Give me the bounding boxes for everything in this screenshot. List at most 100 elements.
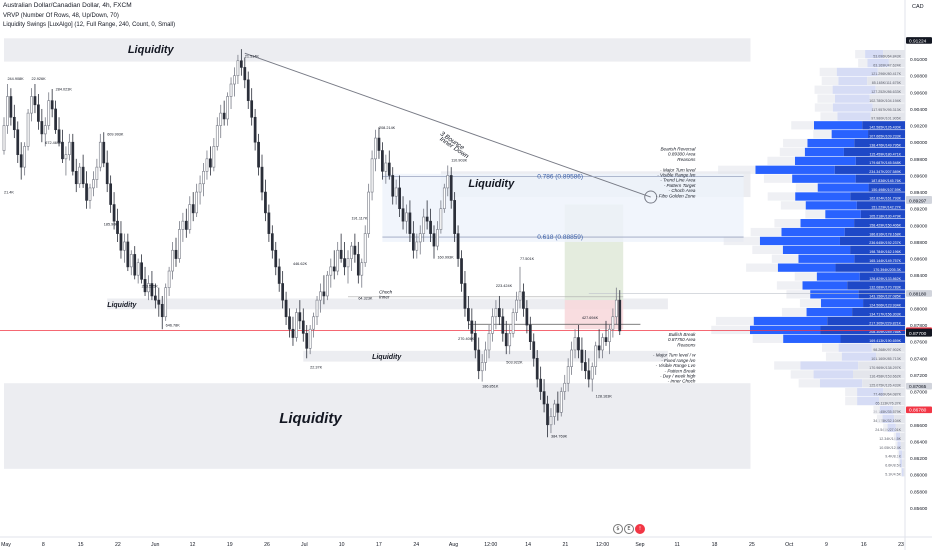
candle-body bbox=[178, 229, 181, 259]
candle-body bbox=[57, 129, 61, 143]
candle-body bbox=[322, 291, 326, 297]
candle-body bbox=[346, 258, 350, 268]
candle-body bbox=[78, 166, 82, 185]
volume-bar-down bbox=[887, 423, 896, 432]
candle-body bbox=[384, 162, 388, 172]
volume-bar-label: 179.687K/145.548K bbox=[869, 161, 901, 165]
volume-bar-up bbox=[854, 254, 905, 263]
price-axis[interactable]: 0.91000 0.90800 0.90600 0.90400 0.90200 0.900… bbox=[906, 37, 932, 512]
price-marker-label: 0.91224 bbox=[909, 38, 927, 44]
annotation-text: 0.87750 Area bbox=[668, 337, 696, 342]
annotation-text: - Trend Line Area bbox=[660, 178, 696, 183]
price-axis-tick: 0.89400 bbox=[910, 190, 928, 196]
volume-bar-ghost bbox=[750, 227, 782, 237]
calendar-event-icon[interactable]: $ bbox=[613, 524, 623, 534]
candle-body bbox=[85, 183, 88, 201]
price-marker-label: 0.87065 bbox=[909, 384, 927, 390]
candle-body bbox=[246, 79, 250, 101]
price-axis-tick: 0.86400 bbox=[910, 439, 928, 445]
volume-bar-up bbox=[892, 405, 905, 415]
volume-bar-down bbox=[836, 67, 878, 77]
time-axis-tick: 10 bbox=[339, 542, 345, 548]
candle-body bbox=[360, 262, 364, 276]
liquidity-label: Liquidity bbox=[468, 178, 515, 190]
candle-body bbox=[315, 299, 319, 318]
candle-body bbox=[391, 175, 395, 197]
candle-body bbox=[522, 291, 525, 309]
price-axis-tick: 0.89800 bbox=[910, 157, 928, 163]
volume-bar-label: 107.665K/109.233K bbox=[869, 134, 901, 138]
candle-body bbox=[614, 299, 618, 318]
volume-bar-label: 187.836K/145.76K bbox=[871, 179, 901, 183]
volume-bar-ghost bbox=[898, 459, 900, 468]
fib-786-label: 0.786 (0.89586) bbox=[537, 174, 583, 181]
candle-body bbox=[401, 208, 405, 222]
volume-bar-up bbox=[858, 361, 905, 370]
candle-body bbox=[343, 258, 346, 268]
candle-body bbox=[54, 108, 57, 131]
price-axis-tick: 0.85600 bbox=[910, 506, 928, 512]
volume-bar-ghost bbox=[876, 414, 883, 424]
time-axis-tick: 19 bbox=[227, 542, 233, 548]
volume-bar-ghost bbox=[781, 307, 807, 317]
time-axis-tick: Jul bbox=[301, 542, 308, 548]
volume-bar-label: 98.268K/97.902K bbox=[873, 348, 901, 352]
price-marker-label: 0.86780 bbox=[909, 408, 927, 414]
price-axis-tick: 0.85800 bbox=[910, 489, 928, 495]
candle-body bbox=[33, 96, 37, 106]
volume-bar-up bbox=[877, 67, 905, 77]
volume-bar-down bbox=[825, 210, 861, 219]
time-axis[interactable]: May 8 15 22 Jun 12 19 26 Jul 10 17 24 Aug 12:00 14 21 12… bbox=[1, 542, 904, 548]
volume-bar-label: 138.476K/149.795K bbox=[869, 143, 901, 147]
candle-body bbox=[40, 121, 44, 135]
candle-body bbox=[19, 154, 23, 168]
candle-body bbox=[446, 175, 450, 189]
time-axis-tick: 12:00 bbox=[484, 542, 497, 548]
candle-body bbox=[580, 349, 584, 363]
candle-body bbox=[209, 158, 212, 168]
volume-bar-label: 217.305K/229.821K bbox=[869, 321, 901, 325]
volume-bar-down bbox=[838, 343, 872, 352]
candle-body bbox=[460, 258, 463, 284]
candle-body bbox=[295, 312, 298, 338]
candle-body bbox=[518, 291, 522, 301]
volume-bar-up bbox=[870, 112, 905, 121]
swing-volume-label: 77.501K bbox=[520, 257, 535, 261]
time-axis-tick: 25 bbox=[749, 542, 755, 548]
candle-body bbox=[233, 75, 236, 85]
volume-bar-label: 132.089K/170.783K bbox=[869, 286, 901, 290]
volume-bar-label: 150.498K/107.59K bbox=[871, 188, 901, 192]
volume-bar-down bbox=[841, 352, 877, 361]
candle-body bbox=[436, 229, 439, 247]
indicator-liquidity-swings[interactable]: Liquidity Swings [LuxAlgo] (12, Full Ran… bbox=[3, 22, 176, 28]
candle-body bbox=[212, 146, 216, 168]
candle-body bbox=[553, 403, 556, 417]
swing-volume-label: 128.163K bbox=[596, 394, 613, 398]
dividend-event-icon[interactable]: E bbox=[624, 524, 634, 534]
volume-bar-up bbox=[875, 85, 905, 94]
currency-label[interactable]: CAD bbox=[912, 4, 924, 10]
volume-bar-label: 169.413K/190.659K bbox=[869, 339, 901, 343]
volume-bar-label: 34.175K/32.104K bbox=[873, 419, 901, 423]
flag-event-icon[interactable]: ! bbox=[635, 524, 645, 534]
price-marker-badge bbox=[906, 406, 932, 414]
choch-label: Choch bbox=[379, 289, 393, 294]
volume-bar-label: 125.075K/126.433K bbox=[869, 384, 901, 388]
candle-body bbox=[484, 349, 487, 363]
candle-body bbox=[539, 378, 543, 392]
candle-body bbox=[542, 391, 546, 405]
candle-body bbox=[9, 96, 13, 118]
volume-bar-down bbox=[857, 396, 880, 406]
indicator-vrvp[interactable]: VRVP (Number Of Rows, 48, Up/Down, 70) bbox=[3, 13, 119, 19]
candle-body bbox=[23, 146, 27, 168]
volume-bar-label: 53.096K/64.843K bbox=[873, 54, 901, 58]
volume-bar-label: 63.169K/47.624K bbox=[873, 63, 901, 67]
swing-volume-label: 21.514K bbox=[245, 54, 260, 58]
volume-bar-label: 6.6K/8.5K bbox=[885, 464, 901, 468]
volume-bar-down bbox=[753, 316, 828, 326]
volume-bar-ghost bbox=[817, 94, 835, 103]
volume-bar-down bbox=[804, 147, 844, 157]
candle-body bbox=[281, 283, 285, 301]
candle-body bbox=[439, 208, 443, 230]
